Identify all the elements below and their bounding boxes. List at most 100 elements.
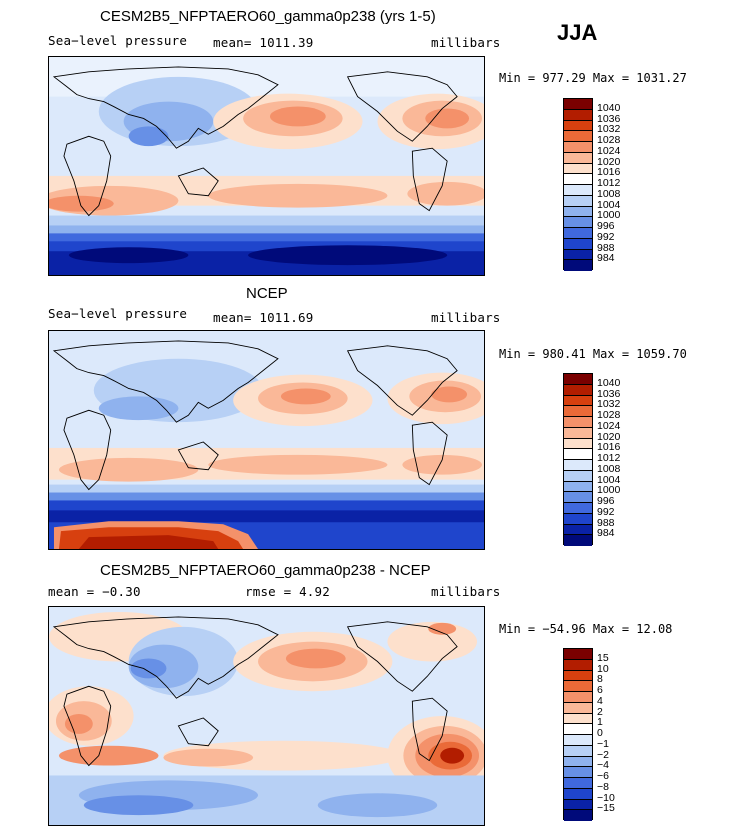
colorbar-swatch [564, 692, 592, 703]
colorbar-tick-label: 988 [597, 241, 615, 254]
colorbar-swatch [564, 735, 592, 746]
colorbar-tick-label: 1024 [597, 144, 621, 157]
panel3-mean-label: mean = −0.30 [48, 584, 141, 599]
colorbar-swatch [564, 513, 592, 525]
colorbar-swatch [564, 260, 592, 271]
colorbar-tick-label: 1024 [597, 419, 621, 432]
colorbar-swatch [564, 417, 592, 428]
colorbar-tick-label: 4 [597, 694, 603, 707]
colorbar-tick-label: 1012 [597, 177, 621, 189]
colorbar-swatch [564, 99, 592, 110]
colorbar-tick-label: 10 [597, 662, 609, 675]
colorbar-swatch [564, 492, 592, 503]
panel1-minmax: Min = 977.29 Max = 1031.27 [499, 71, 687, 85]
panel2-map [48, 330, 485, 550]
colorbar-tick-label: 1020 [597, 430, 621, 443]
colorbar-swatch [564, 449, 592, 460]
colorbar-swatch [564, 649, 592, 660]
panel3-minmax: Min = −54.96 Max = 12.08 [499, 622, 673, 636]
colorbar-swatch [564, 228, 592, 239]
colorbar-swatch [564, 142, 592, 153]
colorbar-swatch [564, 670, 592, 682]
colorbar-swatch [564, 185, 592, 196]
panel2-title: NCEP [246, 285, 288, 302]
colorbar-tick-label: 984 [597, 527, 615, 540]
panel3-title: CESM2B5_NFPTAERO60_gamma0p238 - NCEP [100, 562, 431, 579]
colorbar-tick-label: 1004 [597, 473, 621, 486]
colorbar-swatch [564, 109, 592, 121]
colorbar-swatch [564, 438, 592, 450]
colorbar-tick-label: 988 [597, 516, 615, 529]
colorbar-swatch [564, 152, 592, 164]
panel3-colorbar [563, 648, 593, 821]
panel1-variable-label: Sea−level pressure [48, 33, 188, 48]
colorbar-swatch [564, 238, 592, 250]
season-label: JJA [557, 20, 598, 45]
panel1-title: CESM2B5_NFPTAERO60_gamma0p238 (yrs 1-5) [100, 8, 436, 25]
colorbar-tick-label: 1028 [597, 134, 621, 146]
panel3-rmse-label: rmse = 4.92 [245, 584, 330, 599]
colorbar-tick-label: 1020 [597, 155, 621, 168]
colorbar-swatch [564, 535, 592, 546]
colorbar-swatch [564, 724, 592, 735]
colorbar-tick-label: 996 [597, 220, 615, 232]
colorbar-tick-label: 1000 [597, 209, 621, 222]
colorbar-tick-label: 1016 [597, 441, 621, 454]
colorbar-swatch [564, 681, 592, 692]
colorbar-tick-label: 1028 [597, 409, 621, 421]
panel1-map [48, 56, 485, 276]
colorbar-swatch [564, 745, 592, 757]
colorbar-tick-label: 1036 [597, 387, 621, 400]
colorbar-swatch [564, 374, 592, 385]
panel2-variable-label: Sea−level pressure [48, 306, 188, 321]
panel2-colorbar [563, 373, 593, 546]
colorbar-tick-label: −4 [597, 759, 609, 772]
colorbar-swatch [564, 195, 592, 207]
colorbar-tick-label: 1032 [597, 123, 621, 136]
panel2-minmax: Min = 980.41 Max = 1059.70 [499, 347, 687, 361]
colorbar-tick-label: 1 [597, 716, 603, 729]
colorbar-tick-label: 1008 [597, 462, 621, 475]
panel3-map [48, 606, 485, 826]
colorbar-tick-label: 2 [597, 705, 603, 718]
colorbar-tick-label: 1040 [597, 101, 621, 114]
panel1-mean-label: mean= 1011.39 [213, 35, 314, 50]
colorbar-swatch [564, 799, 592, 811]
colorbar-swatch [564, 470, 592, 482]
colorbar-tick-label: −2 [597, 748, 609, 761]
colorbar-swatch [564, 778, 592, 789]
colorbar-swatch [564, 427, 592, 439]
colorbar-swatch [564, 206, 592, 218]
colorbar-tick-label: 992 [597, 505, 615, 518]
panel3-units-label: millibars [431, 584, 501, 599]
colorbar-tick-label: 15 [597, 651, 609, 664]
colorbar-tick-label: 1008 [597, 187, 621, 200]
colorbar-swatch [564, 767, 592, 778]
colorbar-swatch [564, 503, 592, 514]
colorbar-tick-label: 1004 [597, 198, 621, 211]
colorbar-tick-label: 984 [597, 252, 615, 265]
colorbar-tick-label: 8 [597, 673, 603, 686]
colorbar-tick-label: 1016 [597, 166, 621, 179]
colorbar-swatch [564, 163, 592, 175]
colorbar-swatch [564, 395, 592, 407]
colorbar-swatch [564, 659, 592, 671]
colorbar-swatch [564, 217, 592, 228]
colorbar-tick-label: 6 [597, 684, 603, 696]
colorbar-swatch [564, 713, 592, 725]
colorbar-tick-label: −8 [597, 780, 609, 793]
colorbar-tick-label: 1012 [597, 452, 621, 464]
colorbar-swatch [564, 249, 592, 261]
colorbar-swatch [564, 788, 592, 800]
panel1-colorbar [563, 98, 593, 271]
colorbar-swatch [564, 810, 592, 821]
colorbar-tick-label: −10 [597, 791, 615, 804]
colorbar-tick-label: 1032 [597, 398, 621, 411]
colorbar-swatch [564, 756, 592, 768]
colorbar-tick-label: 1000 [597, 484, 621, 497]
panel2-mean-label: mean= 1011.69 [213, 310, 314, 325]
panel1-units-label: millibars [431, 35, 501, 50]
colorbar-tick-label: −1 [597, 737, 609, 750]
colorbar-swatch [564, 384, 592, 396]
colorbar-tick-label: 1036 [597, 112, 621, 125]
